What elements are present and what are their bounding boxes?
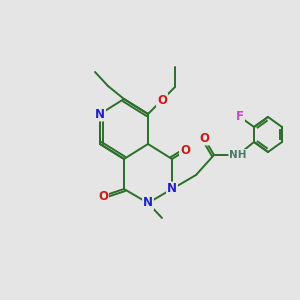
Text: O: O <box>157 94 167 106</box>
Text: O: O <box>199 131 209 145</box>
Text: NH: NH <box>229 150 247 160</box>
Text: O: O <box>180 145 190 158</box>
Text: O: O <box>98 190 108 202</box>
Text: F: F <box>236 110 244 124</box>
Text: N: N <box>143 196 153 209</box>
Text: N: N <box>167 182 177 196</box>
Text: N: N <box>95 107 105 121</box>
